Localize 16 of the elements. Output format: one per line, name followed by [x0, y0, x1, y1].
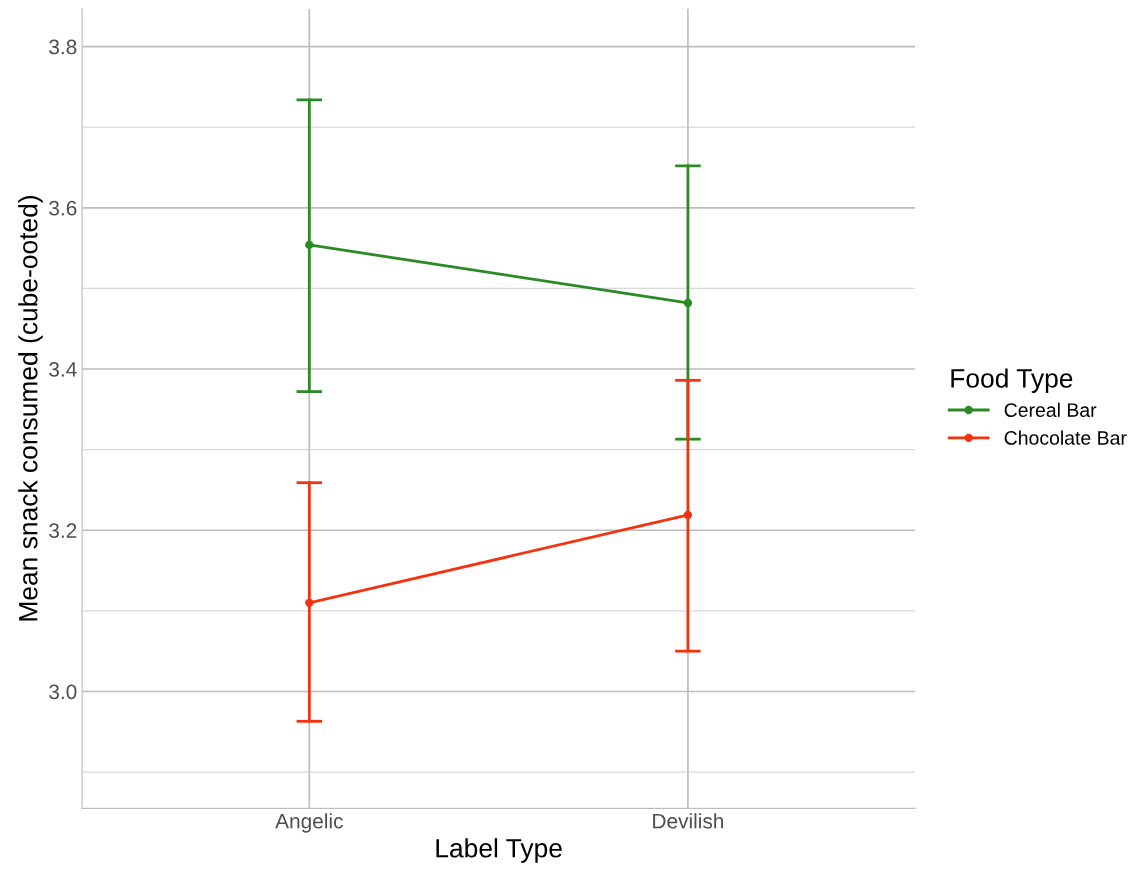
legend-title: Food Type [951, 368, 1073, 393]
x-tick-label: Angelic [275, 813, 343, 833]
y-tick-label: 3.6 [49, 200, 77, 216]
y-tick-label: 3.0 [49, 684, 77, 700]
legend-label: Cereal Bar [1004, 402, 1097, 417]
legend-label: Chocolate Bar [1004, 430, 1127, 445]
x-tick-label: Devilish [653, 813, 724, 829]
point [305, 598, 314, 607]
y-axis-title: Mean snack consumed (cube-ooted) [18, 195, 43, 621]
x-axis-title: Label Type [436, 838, 562, 863]
point [305, 240, 314, 250]
point [683, 510, 693, 520]
point [683, 298, 693, 308]
y-tick-label: 3.8 [49, 39, 77, 55]
y-tick-label: 3.2 [49, 523, 77, 538]
y-tick-label: 3.4 [49, 362, 77, 377]
